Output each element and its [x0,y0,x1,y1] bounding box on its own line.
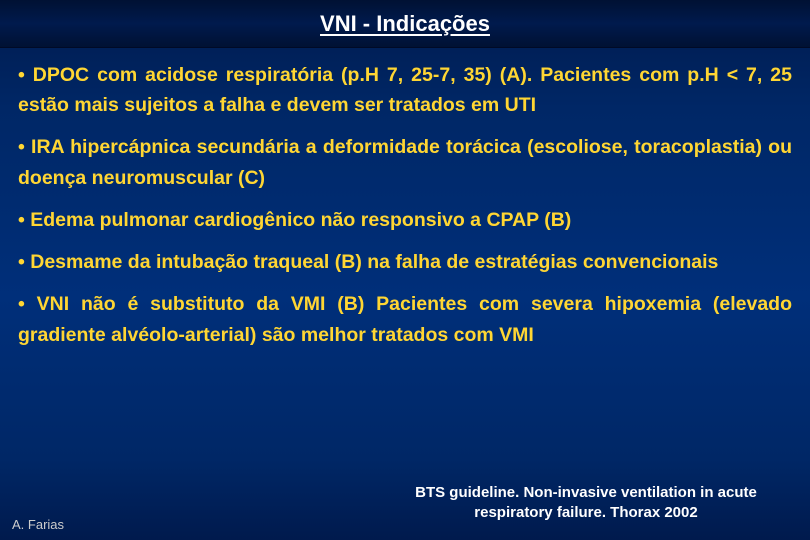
citation-text: BTS guideline. Non-invasive ventilation … [380,483,792,522]
author-label: A. Farias [12,517,64,532]
bullet-item: • Desmame da intubação traqueal (B) na f… [18,247,792,277]
slide: VNI - Indicações • DPOC com acidose resp… [0,0,810,540]
bullet-item: • IRA hipercápnica secundária a deformid… [18,132,792,192]
content-area: • DPOC com acidose respiratória (p.H 7, … [0,48,810,350]
bullet-item: • Edema pulmonar cardiogênico não respon… [18,205,792,235]
slide-title: VNI - Indicações [320,11,490,37]
bullet-item: • DPOC com acidose respiratória (p.H 7, … [18,60,792,120]
title-band: VNI - Indicações [0,0,810,48]
bullet-item: • VNI não é substituto da VMI (B) Pacien… [18,289,792,349]
